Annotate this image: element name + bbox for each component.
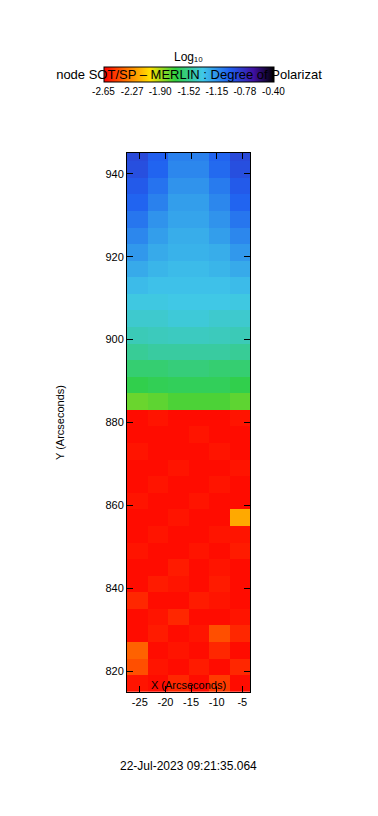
svg-text:-15: -15 (183, 696, 199, 708)
svg-text:-1.90: -1.90 (149, 86, 172, 97)
svg-text:940: 940 (105, 168, 123, 180)
svg-text:-1.15: -1.15 (205, 86, 228, 97)
svg-text:900: 900 (105, 333, 123, 345)
svg-text:840: 840 (105, 582, 123, 594)
svg-text:-25: -25 (132, 696, 148, 708)
svg-text:880: 880 (105, 416, 123, 428)
svg-text:node SOT/SP – MERLIN : Degree: node SOT/SP – MERLIN : Degree of Polariz… (56, 67, 322, 82)
svg-text:Y (Arcseconds): Y (Arcseconds) (54, 385, 66, 460)
svg-text:-2.27: -2.27 (121, 86, 144, 97)
svg-text:-0.40: -0.40 (262, 86, 285, 97)
svg-text:-2.65: -2.65 (92, 86, 115, 97)
svg-text:920: 920 (105, 251, 123, 263)
svg-text:860: 860 (105, 499, 123, 511)
svg-text:Log₁₀: Log₁₀ (174, 50, 203, 64)
svg-text:-20: -20 (157, 696, 173, 708)
svg-text:-1.52: -1.52 (177, 86, 200, 97)
svg-text:X (Arcseconds): X (Arcseconds) (151, 679, 226, 691)
svg-text:-10: -10 (209, 696, 225, 708)
svg-text:-0.78: -0.78 (233, 86, 256, 97)
svg-text:820: 820 (105, 665, 123, 677)
svg-text:22-Jul-2023 09:21:35.064: 22-Jul-2023 09:21:35.064 (120, 759, 257, 773)
svg-text:-5: -5 (237, 696, 247, 708)
